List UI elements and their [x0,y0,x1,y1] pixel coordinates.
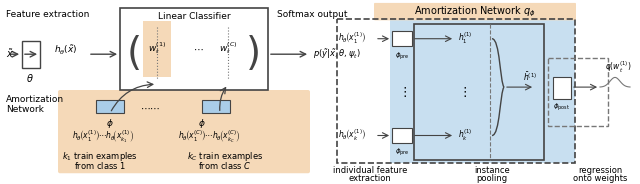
Text: $\vdots$: $\vdots$ [458,85,467,99]
Text: $h_\theta\!\left(x_1^{(1)}\right)$: $h_\theta\!\left(x_1^{(1)}\right)$ [338,31,366,46]
Text: from class $C$: from class $C$ [198,160,252,171]
Text: Network: Network [6,105,44,114]
Text: $)$: $)$ [245,34,259,73]
Text: pooling: pooling [476,174,508,183]
Text: Softmax output: Softmax output [277,10,348,19]
Text: Linear Classifier: Linear Classifier [157,12,230,21]
Text: $h_\theta\!\left(x_1^{(1)}\right)\!\cdots h_\theta\!\left(x_{k_1}^{(1)}\right)$: $h_\theta\!\left(x_1^{(1)}\right)\!\cdot… [72,129,134,145]
Text: $\phi_{\rm post}$: $\phi_{\rm post}$ [554,102,571,113]
Text: $\theta$: $\theta$ [26,72,34,84]
FancyBboxPatch shape [120,8,268,90]
Text: Amortization Network $q_\phi$: Amortization Network $q_\phi$ [414,4,536,19]
Text: $\phi$: $\phi$ [106,117,114,130]
Text: $\phi_{\rm pre}$: $\phi_{\rm pre}$ [395,50,409,62]
Text: $\cdots\cdots$: $\cdots\cdots$ [140,102,160,112]
FancyBboxPatch shape [22,41,40,68]
Text: $w_t^{(1)}$: $w_t^{(1)}$ [148,41,166,56]
Text: $\phi_{\rm pre}$: $\phi_{\rm pre}$ [395,146,409,158]
Text: $\tilde{x}$: $\tilde{x}$ [6,47,14,60]
Text: $q(w_t^{(1)})$: $q(w_t^{(1)})$ [605,60,632,75]
Text: $p(\tilde{y}|\tilde{x}, \theta, \psi_t)$: $p(\tilde{y}|\tilde{x}, \theta, \psi_t)$ [313,47,361,61]
FancyBboxPatch shape [392,31,412,46]
FancyBboxPatch shape [96,100,124,113]
Text: $\cdots$: $\cdots$ [193,43,204,53]
Text: $k_C$ train examples: $k_C$ train examples [187,150,263,163]
Text: $h_k^{(1)}$: $h_k^{(1)}$ [458,128,472,143]
Text: $\bar{h}^{(1)}$: $\bar{h}^{(1)}$ [523,70,537,83]
FancyBboxPatch shape [58,90,310,173]
Text: $\vdots$: $\vdots$ [397,85,406,99]
Text: onto weights: onto weights [573,174,627,183]
Text: extraction: extraction [349,174,392,183]
FancyBboxPatch shape [202,100,230,113]
Text: individual feature: individual feature [333,167,407,176]
Text: instance: instance [474,167,510,176]
Text: Feature extraction: Feature extraction [6,10,90,19]
Text: from class $1$: from class $1$ [74,160,126,171]
FancyBboxPatch shape [143,21,171,77]
Text: $($: $($ [126,34,140,73]
Text: $w_t^{(C)}$: $w_t^{(C)}$ [219,41,237,56]
Text: $h_\theta(\tilde{x})$: $h_\theta(\tilde{x})$ [54,44,77,57]
FancyBboxPatch shape [392,128,412,143]
Text: Amortization: Amortization [6,95,64,104]
FancyBboxPatch shape [390,19,575,163]
Text: $k_1$ train examples: $k_1$ train examples [62,150,138,163]
FancyBboxPatch shape [374,3,576,20]
Text: $h_\theta\!\left(x_1^{(C)}\right)\!\cdots h_\theta\!\left(x_{k_C}^{(C)}\right)$: $h_\theta\!\left(x_1^{(C)}\right)\!\cdot… [178,129,241,145]
FancyBboxPatch shape [553,77,571,99]
Text: $h_1^{(1)}$: $h_1^{(1)}$ [458,31,472,46]
Text: regression: regression [578,167,622,176]
Text: $h_\theta\!\left(x_k^{(1)}\right)$: $h_\theta\!\left(x_k^{(1)}\right)$ [338,128,366,143]
Text: $\phi$: $\phi$ [198,117,206,130]
